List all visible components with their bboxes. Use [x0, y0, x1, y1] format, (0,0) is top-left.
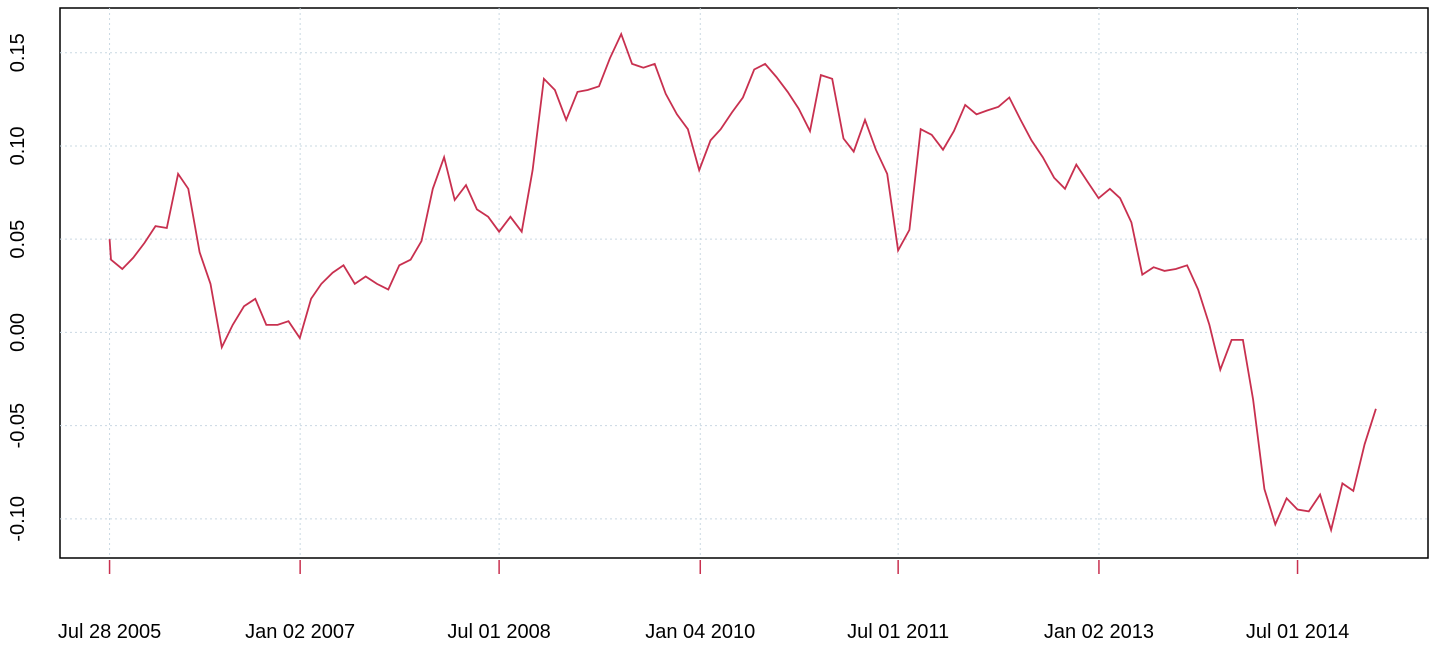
x-tick-label: Jul 01 2008 — [447, 621, 550, 643]
x-tick-label: Jul 01 2014 — [1246, 621, 1349, 643]
data-line — [108, 31, 1377, 534]
x-tick-label: Jan 02 2007 — [245, 621, 355, 643]
y-tick-label: -0.10 — [7, 496, 29, 542]
y-tick-label: 0.00 — [7, 313, 29, 352]
y-tick-label: 0.10 — [7, 126, 29, 165]
plot-frame — [59, 7, 1429, 559]
x-tick-label: Jul 28 2005 — [58, 621, 161, 643]
x-tick-label: Jul 01 2011 — [847, 621, 949, 643]
x-tick-label: Jan 04 2010 — [645, 621, 755, 643]
y-tick-label: 0.05 — [7, 220, 29, 259]
x-tick-label: Jan 02 2013 — [1044, 621, 1154, 643]
y-tick-label: 0.15 — [7, 33, 29, 72]
y-tick-label: -0.05 — [7, 403, 29, 449]
